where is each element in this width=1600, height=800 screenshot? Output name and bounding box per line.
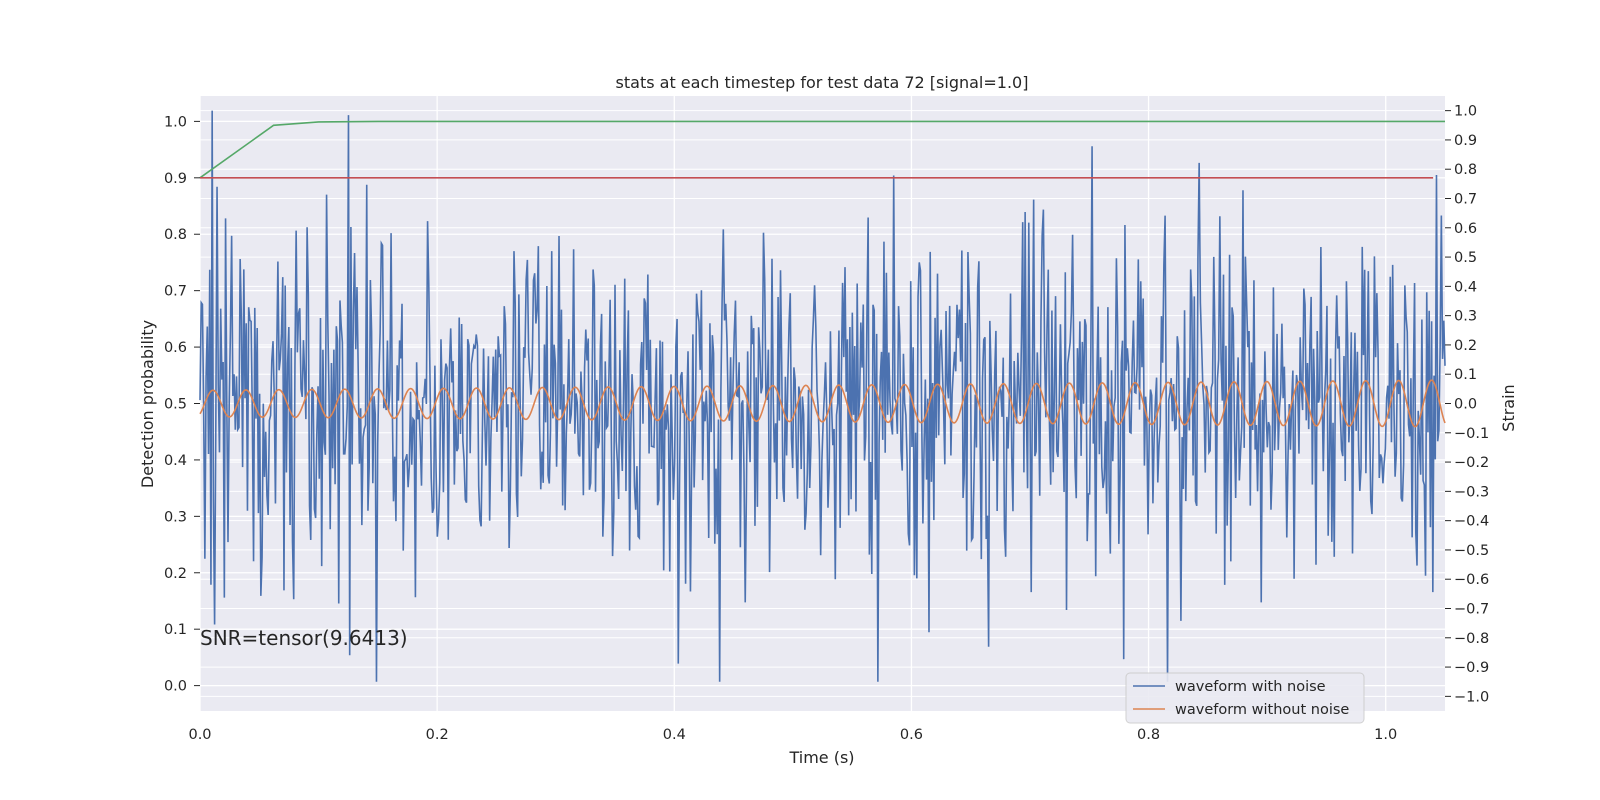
y-right-tick-label: −0.4 <box>1454 514 1489 530</box>
y-left-tick-label: 0.4 <box>164 453 187 469</box>
x-tick-label: 0.6 <box>900 727 923 743</box>
y-right-tick-label: −0.5 <box>1454 543 1489 559</box>
legend: waveform with noise waveform without noi… <box>1125 672 1365 724</box>
y-axis-label-right: Strain <box>1499 384 1518 431</box>
y-right-tick-label: 0.8 <box>1454 162 1477 178</box>
y-right-tick-label: −0.6 <box>1454 572 1489 588</box>
y-left-tick-label: 0.7 <box>164 284 187 300</box>
series-waveform-without-noise <box>199 379 1446 428</box>
x-ticks: 0.0 0.2 0.4 0.6 0.8 1.0 <box>188 727 1397 743</box>
y-left-tick-label: 0.2 <box>164 566 187 582</box>
y-right-tick-label: −0.1 <box>1454 426 1489 442</box>
y-left-tick-label: 0.9 <box>164 171 187 187</box>
y-right-tick-label: −1.0 <box>1454 689 1489 705</box>
chart-title: stats at each timestep for test data 72 … <box>616 73 1029 92</box>
y-left-ticks: 0.0 0.1 0.2 0.3 0.4 0.5 0.6 0.7 0.8 0.9 1.0 <box>164 114 200 695</box>
y-right-tick-label: 1.0 <box>1454 104 1477 120</box>
y-right-tick-label: 0.0 <box>1454 397 1477 413</box>
y-axis-label-left: Detection probability <box>138 320 157 488</box>
series-detection-probability <box>199 120 1445 179</box>
y-right-tick-label: −0.9 <box>1454 660 1489 676</box>
y-left-tick-label: 0.1 <box>164 622 187 638</box>
y-right-tick-label: 0.3 <box>1454 309 1477 325</box>
y-right-tick-label: −0.2 <box>1454 455 1489 471</box>
x-tick-label: 0.4 <box>663 727 686 743</box>
y-right-tick-label: 0.2 <box>1454 338 1477 354</box>
x-tick-label: 0.0 <box>188 727 211 743</box>
series-layer <box>199 110 1446 682</box>
y-right-tick-label: 0.9 <box>1454 133 1477 149</box>
legend-label-clean: waveform without noise <box>1175 702 1349 718</box>
y-right-tick-label: 0.7 <box>1454 192 1477 208</box>
x-axis-label: Time (s) <box>788 748 854 767</box>
y-right-tick-label: −0.8 <box>1454 631 1489 647</box>
y-right-tick-label: −0.3 <box>1454 484 1489 500</box>
legend-box <box>1125 672 1365 724</box>
y-right-tick-label: 0.5 <box>1454 250 1477 266</box>
y-right-ticks: −1.0 −0.9 −0.8 −0.7 −0.6 −0.5 −0.4 −0.3 −0.2 −0.1… <box>1445 104 1489 705</box>
y-left-tick-label: 0.3 <box>164 509 187 525</box>
x-tick-label: 0.2 <box>426 727 449 743</box>
y-left-tick-label: 0.8 <box>164 227 187 243</box>
snr-annotation: SNR=tensor(9.6413) <box>200 626 408 650</box>
y-right-tick-label: −0.7 <box>1454 602 1489 618</box>
x-tick-label: 1.0 <box>1374 727 1397 743</box>
y-left-tick-label: 1.0 <box>164 114 187 130</box>
x-tick-label: 0.8 <box>1137 727 1160 743</box>
y-left-tick-label: 0.5 <box>164 397 187 413</box>
y-left-tick-label: 0.0 <box>164 679 187 695</box>
y-right-tick-label: 0.6 <box>1454 221 1477 237</box>
y-right-tick-label: 0.4 <box>1454 279 1477 295</box>
y-right-tick-label: 0.1 <box>1454 367 1477 383</box>
y-left-tick-label: 0.6 <box>164 340 187 356</box>
legend-label-noise: waveform with noise <box>1175 679 1326 695</box>
